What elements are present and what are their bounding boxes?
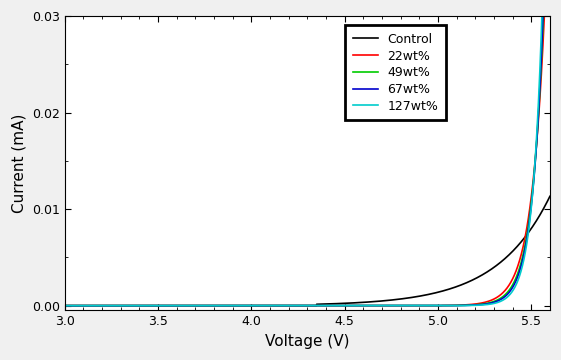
Control <box>145 303 152 308</box>
22wt% <box>485 299 491 303</box>
Control <box>117 303 123 308</box>
67wt% <box>485 302 491 306</box>
Line: 22wt%: 22wt% <box>65 0 550 306</box>
49wt% <box>247 303 254 308</box>
127wt% <box>268 303 275 308</box>
Line: 49wt%: 49wt% <box>65 0 550 306</box>
Line: Control: Control <box>65 196 550 306</box>
67wt% <box>247 303 254 308</box>
Control <box>61 303 68 308</box>
49wt% <box>537 80 544 84</box>
67wt% <box>537 75 544 80</box>
Y-axis label: Current (mA): Current (mA) <box>11 114 26 213</box>
49wt% <box>485 301 491 305</box>
Legend: Control, 22wt%, 49wt%, 67wt%, 127wt%: Control, 22wt%, 49wt%, 67wt%, 127wt% <box>345 25 446 120</box>
22wt% <box>268 303 275 308</box>
Line: 67wt%: 67wt% <box>65 0 550 306</box>
67wt% <box>61 303 68 308</box>
127wt% <box>537 57 544 61</box>
22wt% <box>537 89 544 93</box>
Control <box>537 212 544 216</box>
127wt% <box>145 303 152 308</box>
67wt% <box>117 303 123 308</box>
49wt% <box>117 303 123 308</box>
Control <box>485 269 491 274</box>
127wt% <box>247 303 254 308</box>
22wt% <box>117 303 123 308</box>
22wt% <box>247 303 254 308</box>
127wt% <box>61 303 68 308</box>
49wt% <box>61 303 68 308</box>
67wt% <box>268 303 275 308</box>
Control <box>546 194 553 198</box>
67wt% <box>145 303 152 308</box>
Control <box>247 303 254 308</box>
Control <box>268 303 275 308</box>
49wt% <box>268 303 275 308</box>
49wt% <box>145 303 152 308</box>
22wt% <box>61 303 68 308</box>
X-axis label: Voltage (V): Voltage (V) <box>265 334 350 349</box>
127wt% <box>485 302 491 307</box>
Line: 127wt%: 127wt% <box>65 0 550 306</box>
127wt% <box>117 303 123 308</box>
22wt% <box>145 303 152 308</box>
